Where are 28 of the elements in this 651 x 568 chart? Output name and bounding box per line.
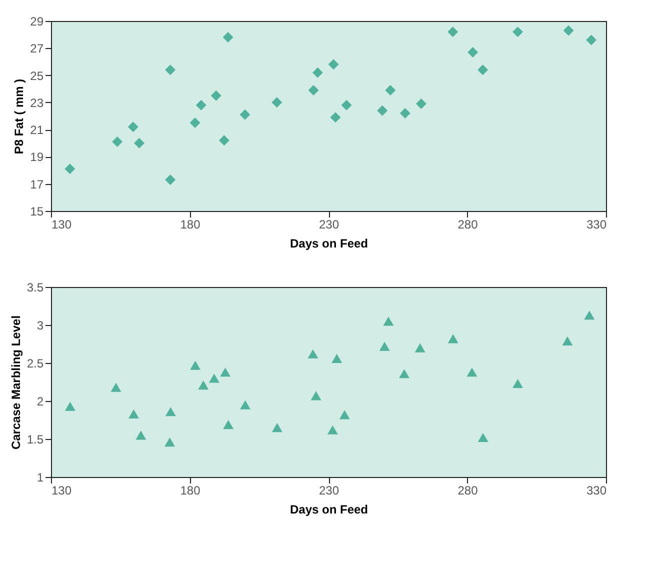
x-tick-label: 180 <box>180 218 201 232</box>
x-tick-label: 280 <box>458 218 478 232</box>
y-tick-label: 2 <box>36 394 44 408</box>
x-tick-label: 180 <box>180 484 201 498</box>
x-tick-label: 130 <box>52 218 72 232</box>
y-axis-title: Carcase Marbling Level <box>8 315 23 450</box>
x-axis-title: Days on Feed <box>290 236 368 250</box>
y-tick-label: 1.5 <box>26 432 44 446</box>
x-tick-label: 230 <box>318 484 340 498</box>
x-tick-label: 130 <box>52 484 72 498</box>
x-axis-title: Days on Feed <box>290 502 368 516</box>
y-tick-label: 25 <box>30 68 44 83</box>
x-tick-label: 230 <box>318 218 340 232</box>
y-tick-label: 21 <box>30 123 44 138</box>
y-tick-label: 19 <box>30 150 44 164</box>
y-tick-label: 27 <box>30 42 44 56</box>
y-tick-label: 29 <box>30 14 44 28</box>
x-tick-label: 330 <box>586 484 607 498</box>
y-tick-label: 17 <box>30 177 44 192</box>
y-tick-label: 3.5 <box>26 280 44 294</box>
x-tick-label: 280 <box>458 484 478 498</box>
y-tick-label: 1 <box>36 470 44 484</box>
x-tick-label: 330 <box>586 218 607 232</box>
y-tick-label: 15 <box>30 204 44 218</box>
y-tick-label: 2.5 <box>26 356 44 370</box>
y-tick-label: 23 <box>30 96 44 110</box>
y-axis-title: P8 Fat ( mm ) <box>12 78 26 154</box>
y-tick-label: 3 <box>36 318 44 332</box>
